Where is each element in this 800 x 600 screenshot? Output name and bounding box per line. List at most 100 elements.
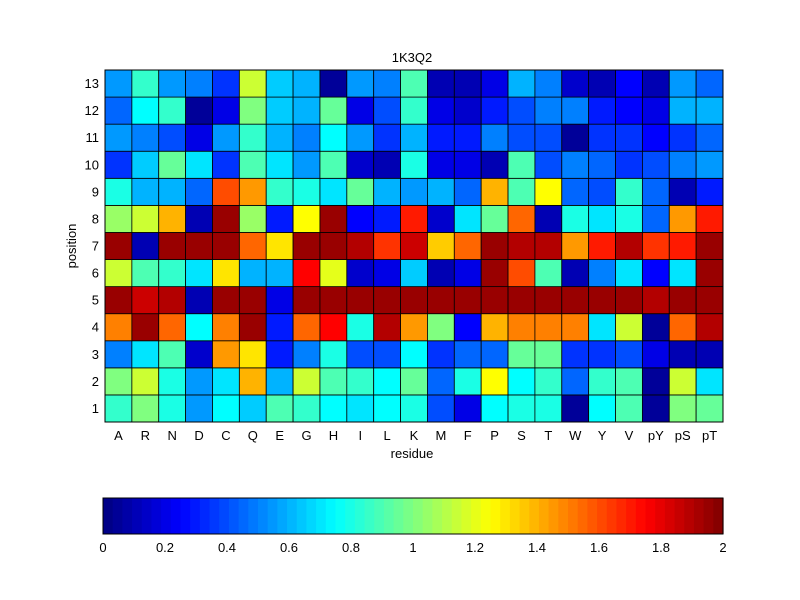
y-tick-label: 13 [85, 76, 99, 91]
heatmap-cell [588, 204, 616, 233]
heatmap-cell [668, 177, 697, 206]
heatmap-cell [507, 177, 536, 206]
heatmap-cell [641, 96, 670, 125]
colorbar-step [655, 498, 666, 534]
heatmap-cell [695, 394, 724, 423]
x-tick-label: pT [702, 428, 717, 443]
heatmap-cell [158, 259, 187, 288]
heatmap-cell [373, 394, 401, 423]
heatmap-cell [104, 123, 133, 152]
heatmap-cell [346, 123, 375, 152]
colorbar-step [316, 498, 327, 534]
heatmap-cell [695, 367, 724, 396]
colorbar-step [122, 498, 133, 534]
colorbar-step [703, 498, 714, 534]
heatmap-cell [131, 232, 160, 260]
heatmap-cell [427, 259, 455, 288]
colorbar-step [451, 498, 463, 534]
heatmap-cell [534, 394, 563, 423]
colorbar-step [248, 498, 259, 534]
heatmap-cell [158, 177, 187, 206]
y-tick-label: 5 [92, 293, 99, 308]
heatmap-cell [695, 150, 724, 179]
heatmap-cell [158, 340, 187, 369]
heatmap-cell [292, 150, 321, 179]
heatmap-cell [534, 340, 563, 369]
heatmap-cell [695, 204, 724, 233]
heatmap-cell [534, 123, 563, 152]
heatmap-cell [265, 123, 294, 152]
heatmap-cell [641, 177, 670, 206]
heatmap-cell [158, 69, 187, 98]
heatmap-cell [373, 123, 401, 152]
heatmap-cell [561, 150, 590, 179]
heatmap-cell [131, 313, 160, 342]
heatmap-cell [641, 204, 670, 233]
heatmap-cell [373, 96, 401, 125]
heatmap-cell [507, 286, 536, 315]
heatmap-cell [238, 232, 267, 260]
heatmap-cell [212, 96, 240, 125]
heatmap-cell [453, 313, 482, 342]
chart-title: 1K3Q2 [392, 50, 432, 65]
heatmap-cell [480, 286, 509, 315]
colorbar-step [112, 498, 123, 534]
colorbar-tick-labels: 0 0.2 0.4 0.6 0.8 1 1.2 1.4 1.6 1.8 2 [99, 540, 726, 555]
heatmap-cell [427, 150, 455, 179]
heatmap-cell [507, 367, 536, 396]
colorbar-step [587, 498, 598, 534]
heatmap-cell [238, 286, 267, 315]
heatmap-cell [212, 259, 240, 288]
colorbar-step [258, 498, 269, 534]
heatmap-cell [104, 150, 133, 179]
heatmap-cell [212, 286, 240, 315]
colorbar-step [684, 498, 695, 534]
x-tick-label: F [464, 428, 472, 443]
heatmap-cell [695, 286, 724, 315]
heatmap-cell [400, 367, 428, 396]
heatmap-cell [319, 150, 348, 179]
heatmap-cell [453, 96, 482, 125]
heatmap-cell [561, 394, 590, 423]
heatmap-cell [453, 394, 482, 423]
heatmap-cell [319, 96, 348, 125]
heatmap-cell [212, 232, 240, 260]
heatmap-cell [427, 177, 455, 206]
colorbar-step [490, 498, 501, 534]
heatmap-cell [238, 394, 267, 423]
heatmap-cell [104, 313, 133, 342]
colorbar-step [403, 498, 414, 534]
heatmap-cell [453, 69, 482, 98]
heatmap-cell [400, 69, 428, 98]
heatmap-cell [185, 259, 213, 288]
colorbar-tick-label: 1 [409, 540, 416, 555]
heatmap-cell [346, 177, 375, 206]
heatmap-cell [668, 150, 697, 179]
heatmap-cell [641, 69, 670, 98]
y-tick-label: 7 [92, 239, 99, 254]
heatmap-cell [400, 340, 428, 369]
heatmap-cell [265, 394, 294, 423]
x-tick-label: E [275, 428, 284, 443]
heatmap-cell [265, 259, 294, 288]
heatmap-cell [615, 69, 643, 98]
heatmap-cell [695, 177, 724, 206]
colorbar-step [374, 498, 385, 534]
x-tick-label: Y [598, 428, 607, 443]
heatmap-cell [292, 259, 321, 288]
x-tick-label: S [517, 428, 526, 443]
heatmap-cell [534, 259, 563, 288]
heatmap-cell [265, 232, 294, 260]
heatmap-cell [453, 150, 482, 179]
heatmap-cell [427, 232, 455, 260]
heatmap-cell [400, 150, 428, 179]
heatmap-cell [507, 259, 536, 288]
heatmap-cell [480, 150, 509, 179]
heatmap-cell [158, 367, 187, 396]
colorbar-tick-label: 1.2 [466, 540, 484, 555]
heatmap-cell [427, 313, 455, 342]
heatmap-cell [292, 394, 321, 423]
heatmap-cell [319, 204, 348, 233]
